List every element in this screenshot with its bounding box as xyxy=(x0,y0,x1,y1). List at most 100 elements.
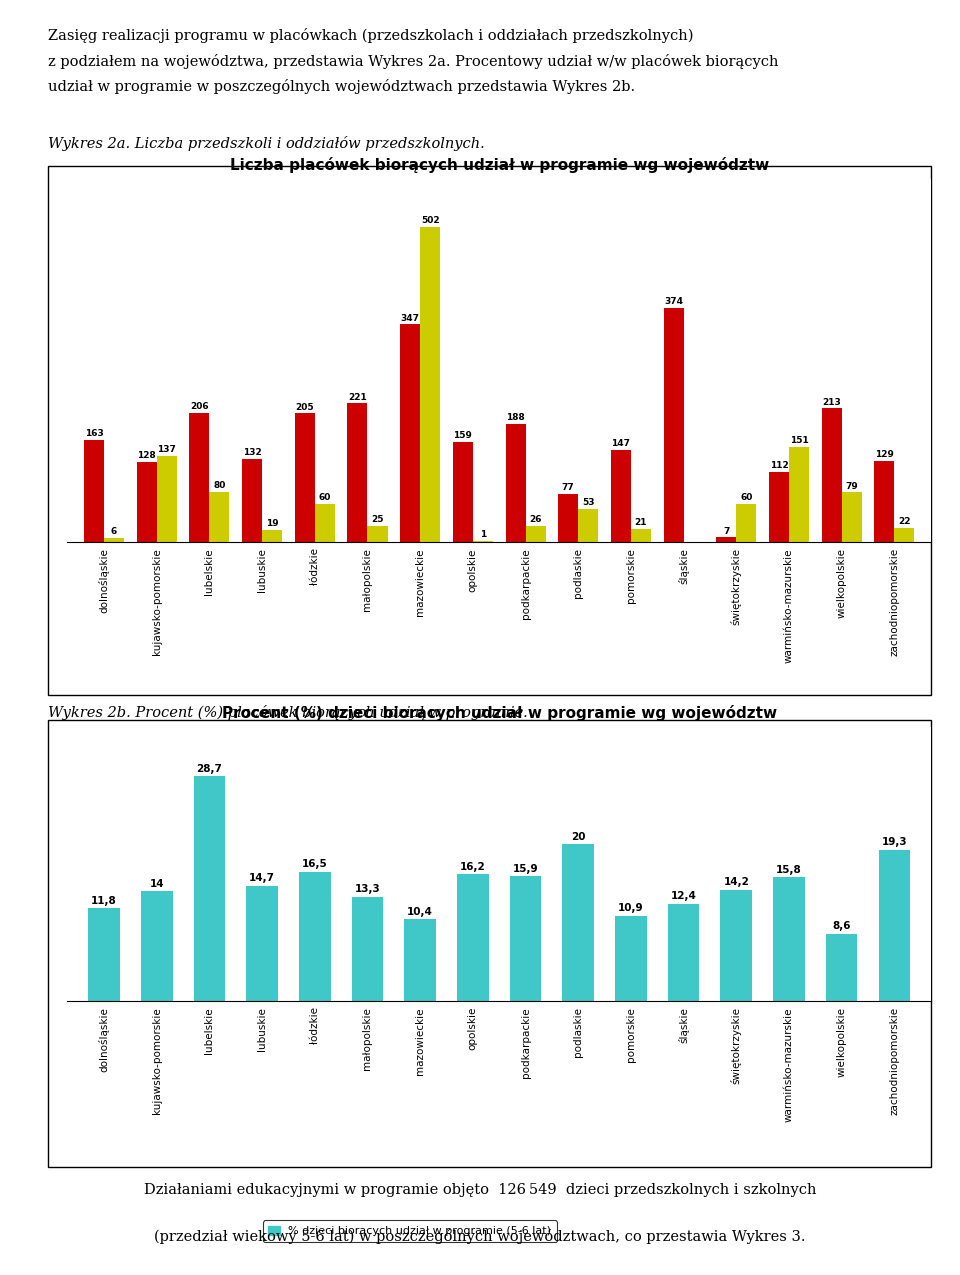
Bar xyxy=(348,403,368,542)
Bar xyxy=(194,776,226,1001)
Bar xyxy=(615,915,647,1001)
Text: 8,6: 8,6 xyxy=(832,921,851,931)
Text: 10,4: 10,4 xyxy=(407,907,433,917)
Text: 213: 213 xyxy=(823,398,841,407)
Text: 21: 21 xyxy=(635,518,647,527)
Text: 137: 137 xyxy=(157,445,177,454)
Text: 60: 60 xyxy=(319,493,331,502)
Text: 128: 128 xyxy=(137,451,156,460)
Text: 129: 129 xyxy=(875,450,894,459)
Legend: liczba przedszkoli, liczba oddziałów przedszkolnych: liczba przedszkoli, liczba oddziałów prz… xyxy=(228,761,569,783)
Text: 16,5: 16,5 xyxy=(302,859,327,870)
Text: Wykres 2a. Liczba przedszkoli i oddziałów przedszkolnych.: Wykres 2a. Liczba przedszkoli i oddziałó… xyxy=(48,136,485,152)
Bar xyxy=(822,408,842,542)
Text: 206: 206 xyxy=(190,402,208,411)
Bar xyxy=(720,890,752,1001)
Bar xyxy=(525,525,545,542)
Text: 20: 20 xyxy=(571,831,586,842)
Bar xyxy=(262,530,282,542)
Bar xyxy=(136,462,156,542)
Text: 159: 159 xyxy=(453,431,472,440)
Bar xyxy=(736,505,756,542)
Bar xyxy=(315,505,335,542)
Bar xyxy=(578,509,598,542)
Bar xyxy=(769,472,789,542)
Bar xyxy=(826,933,857,1001)
Text: 13,3: 13,3 xyxy=(354,885,380,894)
Bar xyxy=(611,450,631,542)
Bar xyxy=(368,527,388,542)
Bar xyxy=(209,492,229,542)
Bar xyxy=(668,904,700,1001)
Text: udział w programie w poszczególnych województwach przedstawia Wykres 2b.: udział w programie w poszczególnych woje… xyxy=(48,79,636,94)
Text: 11,8: 11,8 xyxy=(91,896,117,907)
Text: 28,7: 28,7 xyxy=(197,764,223,774)
Bar xyxy=(506,425,525,542)
Bar xyxy=(716,538,736,542)
Text: 151: 151 xyxy=(789,436,808,445)
Bar xyxy=(404,919,436,1001)
Bar xyxy=(400,324,420,542)
Bar xyxy=(189,413,209,542)
Text: 25: 25 xyxy=(372,515,384,524)
Bar xyxy=(510,876,541,1001)
Text: 22: 22 xyxy=(899,518,911,527)
Text: 132: 132 xyxy=(243,449,261,458)
Bar xyxy=(773,877,804,1001)
Bar xyxy=(104,538,124,542)
Text: 147: 147 xyxy=(612,439,631,448)
Bar xyxy=(842,492,862,542)
Text: z podziałem na województwa, przedstawia Wykres 2a. Procentowy udział w/w placówe: z podziałem na województwa, przedstawia … xyxy=(48,54,779,69)
Text: 14,7: 14,7 xyxy=(250,873,276,884)
Bar xyxy=(457,873,489,1001)
Text: 374: 374 xyxy=(664,297,684,306)
Text: 53: 53 xyxy=(582,497,594,506)
Text: 14,2: 14,2 xyxy=(723,877,749,887)
Bar xyxy=(563,844,594,1001)
Text: 19,3: 19,3 xyxy=(881,838,907,848)
Text: 16,2: 16,2 xyxy=(460,862,486,872)
Text: 80: 80 xyxy=(213,481,226,490)
Bar xyxy=(895,528,914,542)
Text: (przedział wiekowy 5-6 lat) w poszczególnych województwach, co przestawia Wykres: (przedział wiekowy 5-6 lat) w poszczegól… xyxy=(155,1229,805,1244)
Text: 6: 6 xyxy=(111,528,117,537)
Text: 7: 7 xyxy=(723,527,730,535)
Text: 112: 112 xyxy=(770,460,788,469)
Text: 77: 77 xyxy=(562,483,575,492)
Bar xyxy=(631,529,651,542)
Text: 26: 26 xyxy=(529,515,541,524)
Bar xyxy=(84,440,104,542)
Text: 14: 14 xyxy=(150,878,164,889)
Text: Działaniami edukacyjnymi w programie objęto  126 549  dzieci przedszkolnych i sz: Działaniami edukacyjnymi w programie obj… xyxy=(144,1183,816,1196)
Text: 163: 163 xyxy=(84,428,104,437)
Bar xyxy=(156,456,177,542)
Title: Liczba placówek biorących udział w programie wg województw: Liczba placówek biorących udział w progr… xyxy=(229,157,769,173)
Text: 15,9: 15,9 xyxy=(513,864,539,873)
Text: 15,8: 15,8 xyxy=(776,864,802,875)
Bar xyxy=(875,462,895,542)
Bar xyxy=(242,459,262,542)
Bar xyxy=(295,413,315,542)
Text: 188: 188 xyxy=(506,413,525,422)
Bar xyxy=(558,493,578,542)
Text: 19: 19 xyxy=(266,519,278,528)
Legend: % dzieci biorących udział w programie (5-6 lat): % dzieci biorących udział w programie (5… xyxy=(263,1220,557,1242)
Bar xyxy=(299,872,330,1001)
Text: Wykres 2b. Procent (%) placówek biorących udział w programie.: Wykres 2b. Procent (%) placówek biorącyc… xyxy=(48,705,528,720)
Text: 60: 60 xyxy=(740,493,753,502)
Bar xyxy=(351,896,383,1001)
Text: 79: 79 xyxy=(845,482,858,491)
Text: 347: 347 xyxy=(400,314,420,323)
Bar xyxy=(420,227,441,542)
Text: 12,4: 12,4 xyxy=(671,891,697,901)
Text: 502: 502 xyxy=(420,217,440,226)
Title: Procent (%) dzieci biorących udział w programie wg województw: Procent (%) dzieci biorących udział w pr… xyxy=(222,705,777,722)
Bar xyxy=(789,448,809,542)
Text: Zasięg realizacji programu w placówkach (przedszkolach i oddziałach przedszkolny: Zasięg realizacji programu w placówkach … xyxy=(48,28,693,43)
Bar xyxy=(878,849,910,1001)
Bar xyxy=(141,891,173,1001)
Text: 1: 1 xyxy=(480,530,486,539)
Text: 205: 205 xyxy=(296,403,314,412)
Bar xyxy=(88,909,120,1001)
Bar xyxy=(663,307,684,542)
